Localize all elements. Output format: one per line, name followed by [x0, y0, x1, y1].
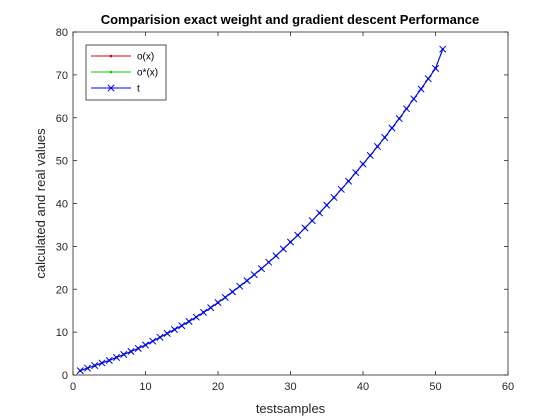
- data-point: [265, 258, 273, 266]
- data-point: [250, 271, 258, 279]
- data-point: [170, 325, 179, 334]
- data-point: [402, 105, 411, 113]
- data-point: [207, 304, 215, 312]
- data-point: [330, 193, 338, 202]
- legend-entry: o(x): [91, 52, 154, 63]
- data-point: [344, 177, 353, 185]
- data-point: [323, 201, 331, 209]
- legend-label: o*(x): [137, 68, 158, 79]
- y-tick-label: 50: [56, 156, 68, 168]
- data-point: [337, 185, 345, 193]
- y-tick-label: 80: [56, 27, 68, 39]
- legend-label: t: [137, 84, 140, 95]
- data-point: [105, 356, 113, 364]
- data-point: [366, 151, 374, 160]
- data-point: [156, 333, 164, 341]
- data-point: [149, 337, 157, 345]
- data-point: [257, 265, 266, 273]
- y-tick-label: 20: [56, 284, 68, 296]
- data-point: [315, 209, 324, 217]
- x-axis-label: testsamples: [256, 401, 326, 416]
- x-tick-label: 10: [139, 381, 151, 393]
- y-tick-label: 60: [56, 113, 68, 125]
- data-point: [134, 344, 142, 352]
- data-point: [192, 313, 200, 321]
- data-point: [410, 95, 418, 103]
- data-point: [431, 64, 440, 72]
- chart-title: Comparision exact weight and gradient de…: [101, 12, 480, 27]
- y-tick-label: 0: [62, 370, 68, 382]
- data-point: [301, 224, 309, 232]
- x-tick-label: 30: [284, 381, 296, 393]
- data-point: [83, 364, 92, 372]
- legend-marker: [107, 84, 115, 92]
- data-point: [185, 317, 193, 325]
- x-tick-label: 0: [70, 381, 76, 393]
- data-point: [76, 367, 84, 375]
- data-point: [381, 133, 389, 142]
- data-point: [127, 347, 135, 355]
- legend-label: o(x): [137, 52, 154, 63]
- x-tick-label: 20: [212, 381, 224, 393]
- data-point: [272, 252, 280, 260]
- data-point: [221, 293, 229, 301]
- legend-marker: [109, 54, 113, 58]
- legend: o(x) o*(x) t: [85, 44, 167, 101]
- y-tick-label: 40: [56, 199, 68, 211]
- data-point: [439, 45, 447, 53]
- data-point: [359, 160, 367, 168]
- x-tick-label: 50: [429, 381, 441, 393]
- legend-entry: o*(x): [91, 68, 158, 79]
- data-point: [424, 75, 432, 83]
- data-point: [98, 359, 106, 367]
- x-tick-label: 60: [502, 381, 514, 393]
- legend-entry: t: [91, 84, 140, 95]
- data-point: [417, 85, 425, 93]
- x-tick-label: 40: [357, 381, 369, 393]
- y-tick-label: 10: [56, 327, 68, 339]
- data-point: [373, 142, 382, 151]
- data-point: [91, 362, 99, 370]
- data-point: [163, 329, 171, 337]
- y-tick-label: 30: [56, 241, 68, 253]
- data-point: [228, 288, 237, 296]
- data-point: [308, 217, 316, 225]
- data-point: [352, 169, 360, 177]
- series-2: [76, 45, 447, 375]
- data-point: [112, 353, 121, 361]
- data-point: [286, 238, 295, 246]
- data-point: [243, 277, 251, 285]
- data-point: [279, 245, 287, 253]
- data-point: [199, 308, 208, 316]
- y-tick-label: 70: [56, 70, 68, 82]
- data-point: [388, 124, 396, 132]
- legend-marker: [109, 70, 113, 74]
- data-point: [236, 282, 244, 290]
- data-point: [120, 350, 128, 358]
- data-point: [214, 298, 222, 307]
- axis-ticks: 0 10 20 30 40 50 60 0 10 20 30 40 50 60 70 80: [56, 27, 514, 393]
- data-point: [395, 115, 403, 123]
- y-axis-label: calculated and real values: [33, 128, 48, 279]
- series-layer: [76, 45, 447, 375]
- data-point: [294, 231, 302, 239]
- data-point: [178, 322, 186, 330]
- data-point: [141, 341, 150, 349]
